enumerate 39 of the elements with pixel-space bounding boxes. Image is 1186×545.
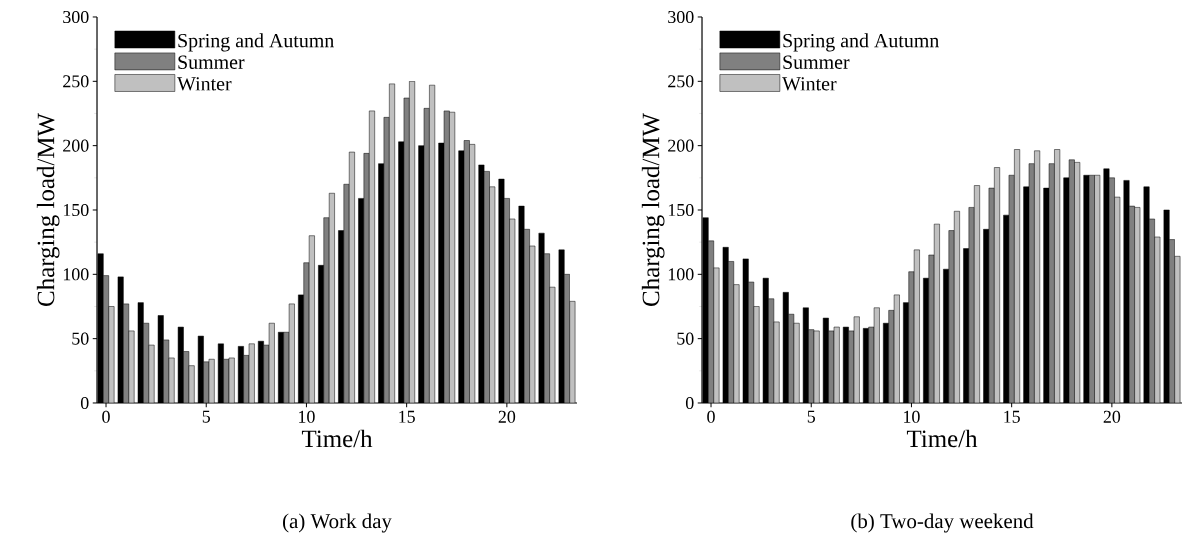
x-tick-label: 0 — [102, 410, 110, 423]
x-axis-title: Time/h — [301, 429, 373, 448]
y-tick-label: 300 — [668, 10, 694, 24]
y-tick-label: 200 — [63, 139, 89, 152]
x-tick-label: 5 — [807, 410, 816, 423]
x-tick-label: 20 — [498, 410, 516, 423]
y-tick-label: 50 — [72, 332, 89, 345]
y-tick-label: 200 — [668, 139, 694, 152]
bar — [343, 184, 350, 403]
y-tick-label: 0 — [80, 396, 89, 410]
y-tick-label: 150 — [668, 203, 694, 217]
y-tick-label: 300 — [63, 10, 89, 24]
y-tick-label: 100 — [668, 268, 694, 281]
legend-label: Winter — [782, 77, 837, 91]
x-tick-label: 15 — [399, 410, 415, 423]
y-axis-title: Charging load/MW — [36, 113, 60, 306]
y-tick-label: 150 — [63, 203, 89, 217]
text: (b) Two-day weekend — [851, 513, 1034, 533]
legend-label: Winter — [177, 77, 232, 91]
legend-label: Spring and Autumn — [178, 33, 334, 52]
bar — [303, 262, 310, 403]
x-tick-label: 0 — [707, 410, 715, 423]
y-axis-title: Charging load/MW — [641, 113, 665, 306]
y-tick-label: 100 — [63, 268, 89, 281]
legend-label: Summer — [178, 55, 245, 69]
y-tick-label: 50 — [677, 332, 694, 345]
legend-label: Summer — [783, 55, 850, 69]
y-tick-label: 250 — [668, 75, 694, 88]
y-tick-label: 0 — [685, 396, 694, 410]
x-tick-label: 10 — [904, 410, 920, 423]
x-axis-title: Time/h — [906, 429, 978, 448]
bar — [323, 217, 330, 403]
text: (a) Work day — [283, 513, 392, 533]
x-tick-label: 10 — [299, 410, 315, 423]
y-tick-label: 250 — [63, 75, 89, 88]
x-tick-label: 5 — [202, 410, 211, 423]
legend-label: Spring and Autumn — [783, 33, 939, 52]
x-tick-label: 20 — [1103, 410, 1121, 423]
x-tick-label: 15 — [1004, 410, 1020, 423]
